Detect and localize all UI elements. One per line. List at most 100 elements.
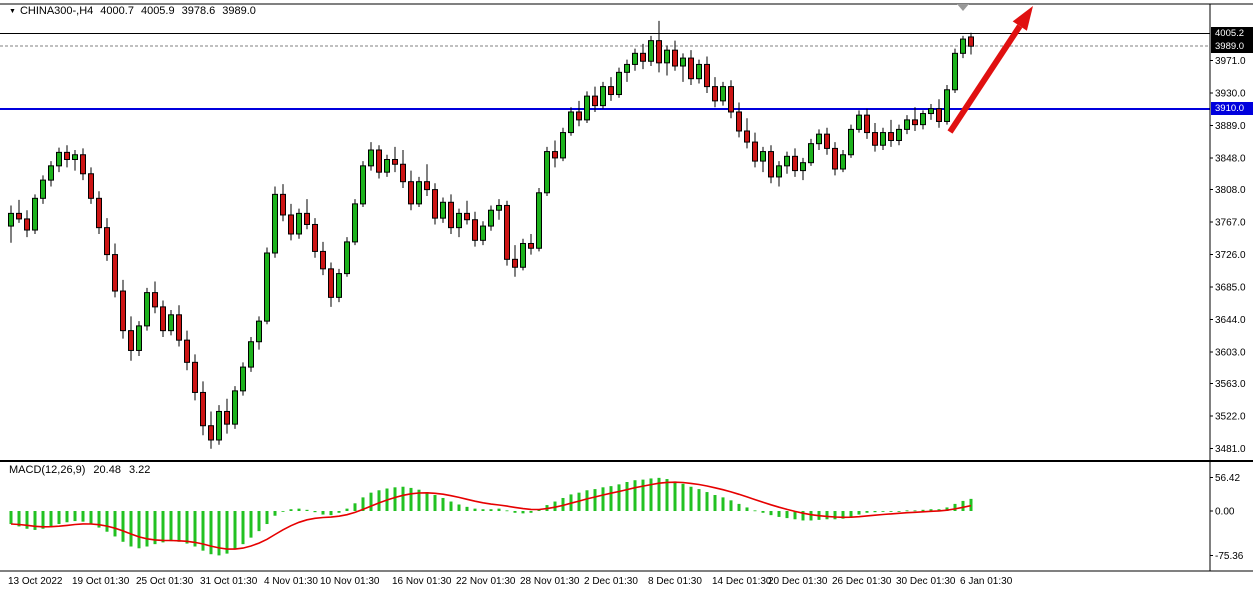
ohlc-low: 3978.6 — [181, 5, 216, 17]
candle — [640, 52, 646, 62]
candle — [896, 128, 902, 141]
macd-bar — [41, 511, 45, 529]
macd-bar — [153, 511, 157, 545]
candle — [232, 390, 238, 425]
candle — [560, 132, 566, 159]
macd-bar — [73, 511, 77, 522]
candle — [608, 86, 614, 96]
macd-bar — [681, 483, 685, 511]
candle — [352, 203, 358, 243]
candle — [824, 133, 830, 149]
macd-bar — [265, 511, 269, 525]
symbol-dropdown-icon[interactable]: ▼ — [9, 7, 16, 15]
candle — [968, 36, 974, 47]
candle — [648, 40, 654, 62]
macd-bar — [969, 498, 973, 511]
candle — [448, 201, 454, 229]
candle — [840, 154, 846, 170]
candle — [48, 165, 54, 181]
macd-bar — [201, 511, 205, 551]
macd-bar — [401, 486, 405, 511]
candle — [744, 130, 750, 143]
macd-bar — [745, 507, 749, 511]
candle — [768, 151, 774, 178]
candle — [64, 151, 70, 161]
candle — [528, 242, 534, 249]
candle — [688, 57, 694, 80]
chart-symbol-ohlc-label: ▼ CHINA300-,H4 4000.7 4005.9 3978.6 3989… — [9, 5, 256, 17]
macd-bar — [225, 511, 229, 554]
level-lines[interactable] — [0, 32, 1210, 110]
macd-name: MACD(12,26,9) — [9, 464, 86, 476]
candle — [400, 163, 406, 183]
pane-separator[interactable] — [0, 460, 1253, 462]
date-label: 4 Nov 01:30 — [264, 576, 318, 587]
candle — [872, 132, 878, 146]
candle — [272, 193, 278, 254]
macd-bar — [825, 511, 829, 520]
macd-signal-value: 3.22 — [128, 464, 151, 476]
macd-bar — [297, 508, 301, 511]
candle — [832, 147, 838, 170]
macd-bar — [537, 509, 541, 511]
macd-main-value: 20.48 — [93, 464, 121, 476]
trend-arrow-annotation[interactable] — [947, 6, 1033, 134]
date-label: 8 Dec 01:30 — [648, 576, 702, 587]
macd-bar — [889, 511, 893, 512]
macd-bar — [361, 497, 365, 511]
candle — [440, 201, 446, 219]
candle — [360, 165, 366, 205]
price-tick-label: 3726.0 — [1215, 250, 1246, 261]
macd-bar — [161, 511, 165, 543]
macd-indicator-label: MACD(12,26,9) 20.48 3.22 — [9, 464, 158, 476]
macd-bar — [929, 509, 933, 511]
candle — [680, 57, 686, 67]
candle — [200, 391, 206, 427]
date-label: 10 Nov 01:30 — [320, 576, 380, 587]
chart-shift-marker-icon[interactable] — [957, 4, 969, 11]
candle — [304, 212, 310, 225]
candle — [696, 63, 702, 80]
candle — [120, 290, 126, 332]
candle — [664, 49, 670, 64]
macd-bar — [777, 511, 781, 517]
price-tick-label: 3522.0 — [1215, 412, 1246, 423]
candle — [24, 218, 30, 231]
macd-bar — [633, 480, 637, 511]
time-axis[interactable] — [0, 572, 1210, 594]
macd-bar — [57, 511, 61, 525]
macd-bar — [729, 500, 733, 511]
macd-bar — [185, 511, 189, 544]
candle — [264, 252, 270, 322]
macd-signal-line — [10, 481, 972, 550]
price-marker-bid: 3989.0 — [1211, 39, 1253, 53]
candle — [912, 119, 918, 126]
candle — [784, 155, 790, 167]
candle — [760, 151, 766, 162]
price-axis[interactable] — [1211, 4, 1253, 571]
price-tick-label: 3603.0 — [1215, 348, 1246, 359]
macd-bar — [273, 511, 277, 516]
candle — [944, 89, 950, 122]
candle — [256, 320, 262, 343]
candle — [544, 151, 550, 194]
macd-bar — [849, 511, 853, 517]
candle — [928, 108, 934, 115]
macd-bar — [625, 481, 629, 511]
macd-axis-labels: 56.42 0.00 -75.36 — [1210, 473, 1244, 562]
macd-bar — [705, 492, 709, 511]
candle — [584, 95, 590, 121]
candle — [952, 52, 958, 91]
date-label: 16 Nov 01:30 — [392, 576, 452, 587]
candle — [336, 273, 342, 298]
macd-bar — [417, 489, 421, 511]
candle — [104, 227, 110, 256]
macd-bar — [689, 486, 693, 511]
candlesticks[interactable] — [8, 20, 974, 449]
macd-bar — [561, 497, 565, 511]
candle — [192, 361, 198, 393]
macd-bar — [585, 490, 589, 511]
candle — [424, 181, 430, 191]
macd-bar — [129, 511, 133, 547]
